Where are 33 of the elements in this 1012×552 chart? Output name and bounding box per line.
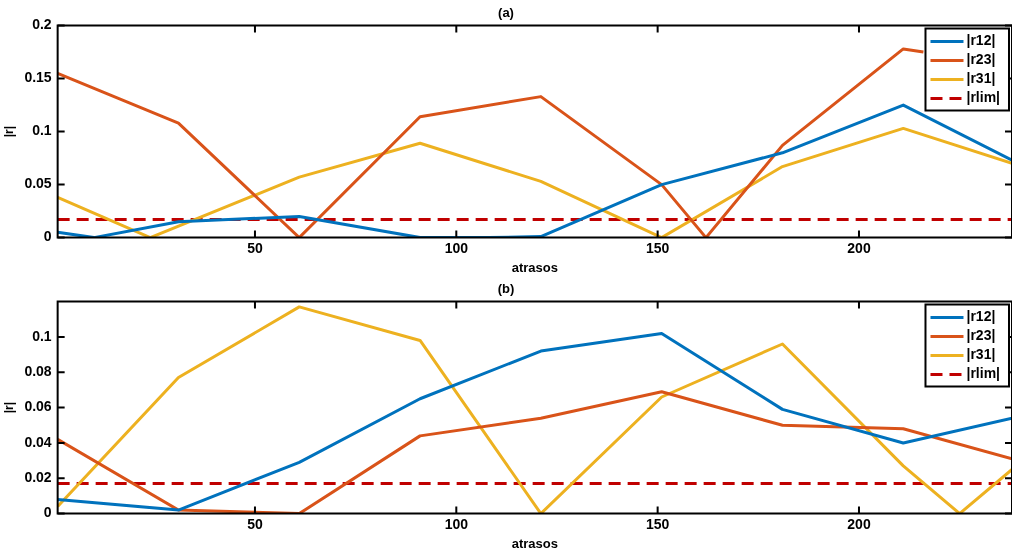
chart-title: (a) [498,5,514,21]
x-axis-title: atrasos [511,535,558,551]
legend-label: |rlim| [966,89,1001,106]
x-tick-label: 100 [444,239,469,256]
y-tick-label: 0.1 [32,122,52,139]
x-tick-label: 150 [645,239,670,256]
x-tick-label: 100 [444,515,469,532]
x-axis-title: atrasos [511,259,558,275]
x-tick-label: 150 [645,515,670,532]
legend-label: |r23| [966,327,996,344]
chart-title: (b) [497,281,515,297]
legend-label: |r31| [966,346,996,363]
y-axis-title: |r| [1,401,16,414]
y-axis-title: |r| [1,125,16,138]
legend-label: |r31| [966,70,996,87]
x-tick-label: 50 [247,515,263,532]
y-tick-label: 0.05 [24,175,52,192]
y-tick-label: 0.08 [24,363,52,380]
x-tick-label: 200 [847,515,871,532]
y-tick-label: 0.15 [24,69,52,86]
y-tick-label: 0.06 [24,398,52,415]
legend-label: |rlim| [966,365,1001,382]
y-tick-label: 0.02 [24,469,52,486]
y-tick-label: 0.2 [32,16,52,33]
y-tick-label: 0.1 [32,327,52,344]
y-tick-label: 0.04 [24,433,52,450]
legend-label: |r23| [966,51,996,68]
legend-label: |r12| [966,32,996,49]
x-tick-label: 200 [847,239,871,256]
legend-label: |r12| [966,308,996,325]
y-tick-label: 0 [43,504,52,521]
y-tick-label: 0 [43,228,52,245]
x-tick-label: 50 [247,239,263,256]
